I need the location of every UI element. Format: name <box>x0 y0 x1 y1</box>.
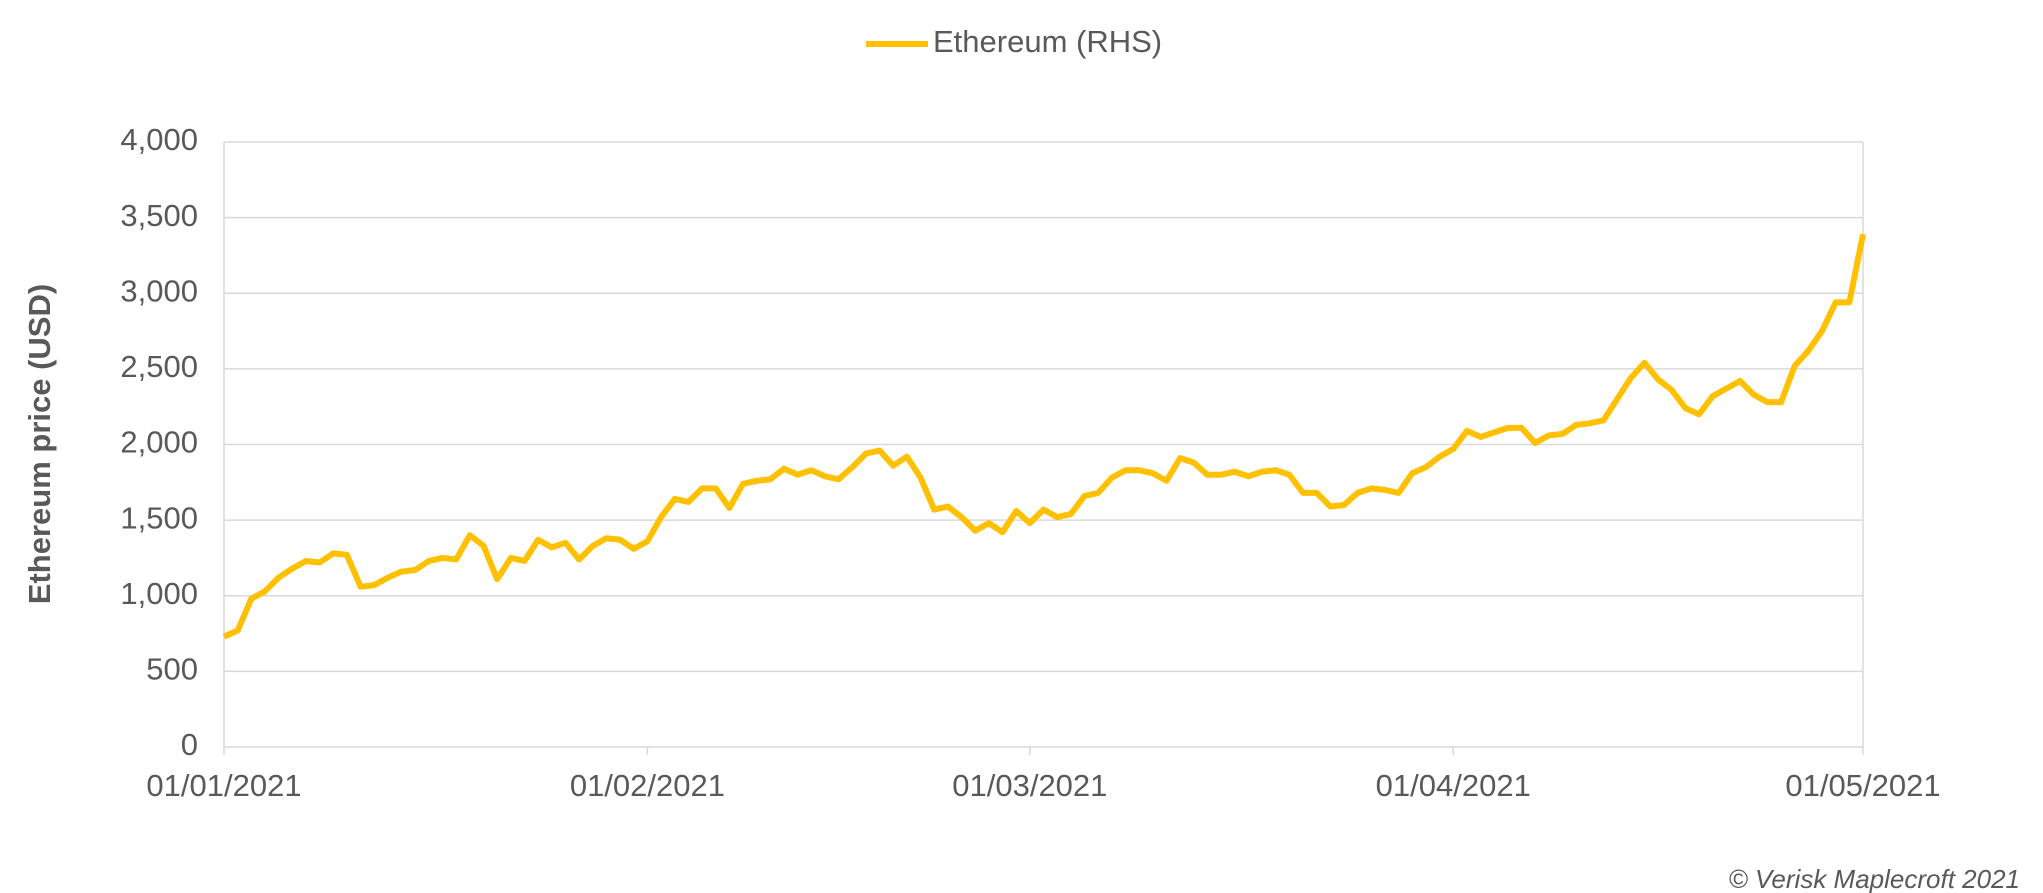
y-tick-label: 2,000 <box>120 425 198 460</box>
data-line <box>222 233 1866 640</box>
y-tick-label: 1,000 <box>120 576 198 611</box>
y-axis-label: Ethereum price (USD) <box>22 284 57 604</box>
y-tick-label: 3,500 <box>120 198 198 233</box>
y-tick-label: 3,000 <box>120 273 198 308</box>
legend-label: Ethereum (RHS) <box>933 24 1162 59</box>
x-tick-label: 01/02/2021 <box>570 768 725 803</box>
y-tick-label: 2,500 <box>120 349 198 384</box>
x-tick-label: 01/03/2021 <box>952 768 1107 803</box>
x-tick-label: 01/04/2021 <box>1376 768 1531 803</box>
credit: © Verisk Maplecroft 2021 <box>1729 864 2020 893</box>
y-tick-label: 500 <box>146 652 198 687</box>
x-tick-label: 01/01/2021 <box>146 768 301 803</box>
y-tick-label: 4,000 <box>120 122 198 157</box>
x-tick-label: 01/05/2021 <box>1785 768 1940 803</box>
y-tick-label: 0 <box>181 727 198 762</box>
y-tick-label: 1,500 <box>120 500 198 535</box>
